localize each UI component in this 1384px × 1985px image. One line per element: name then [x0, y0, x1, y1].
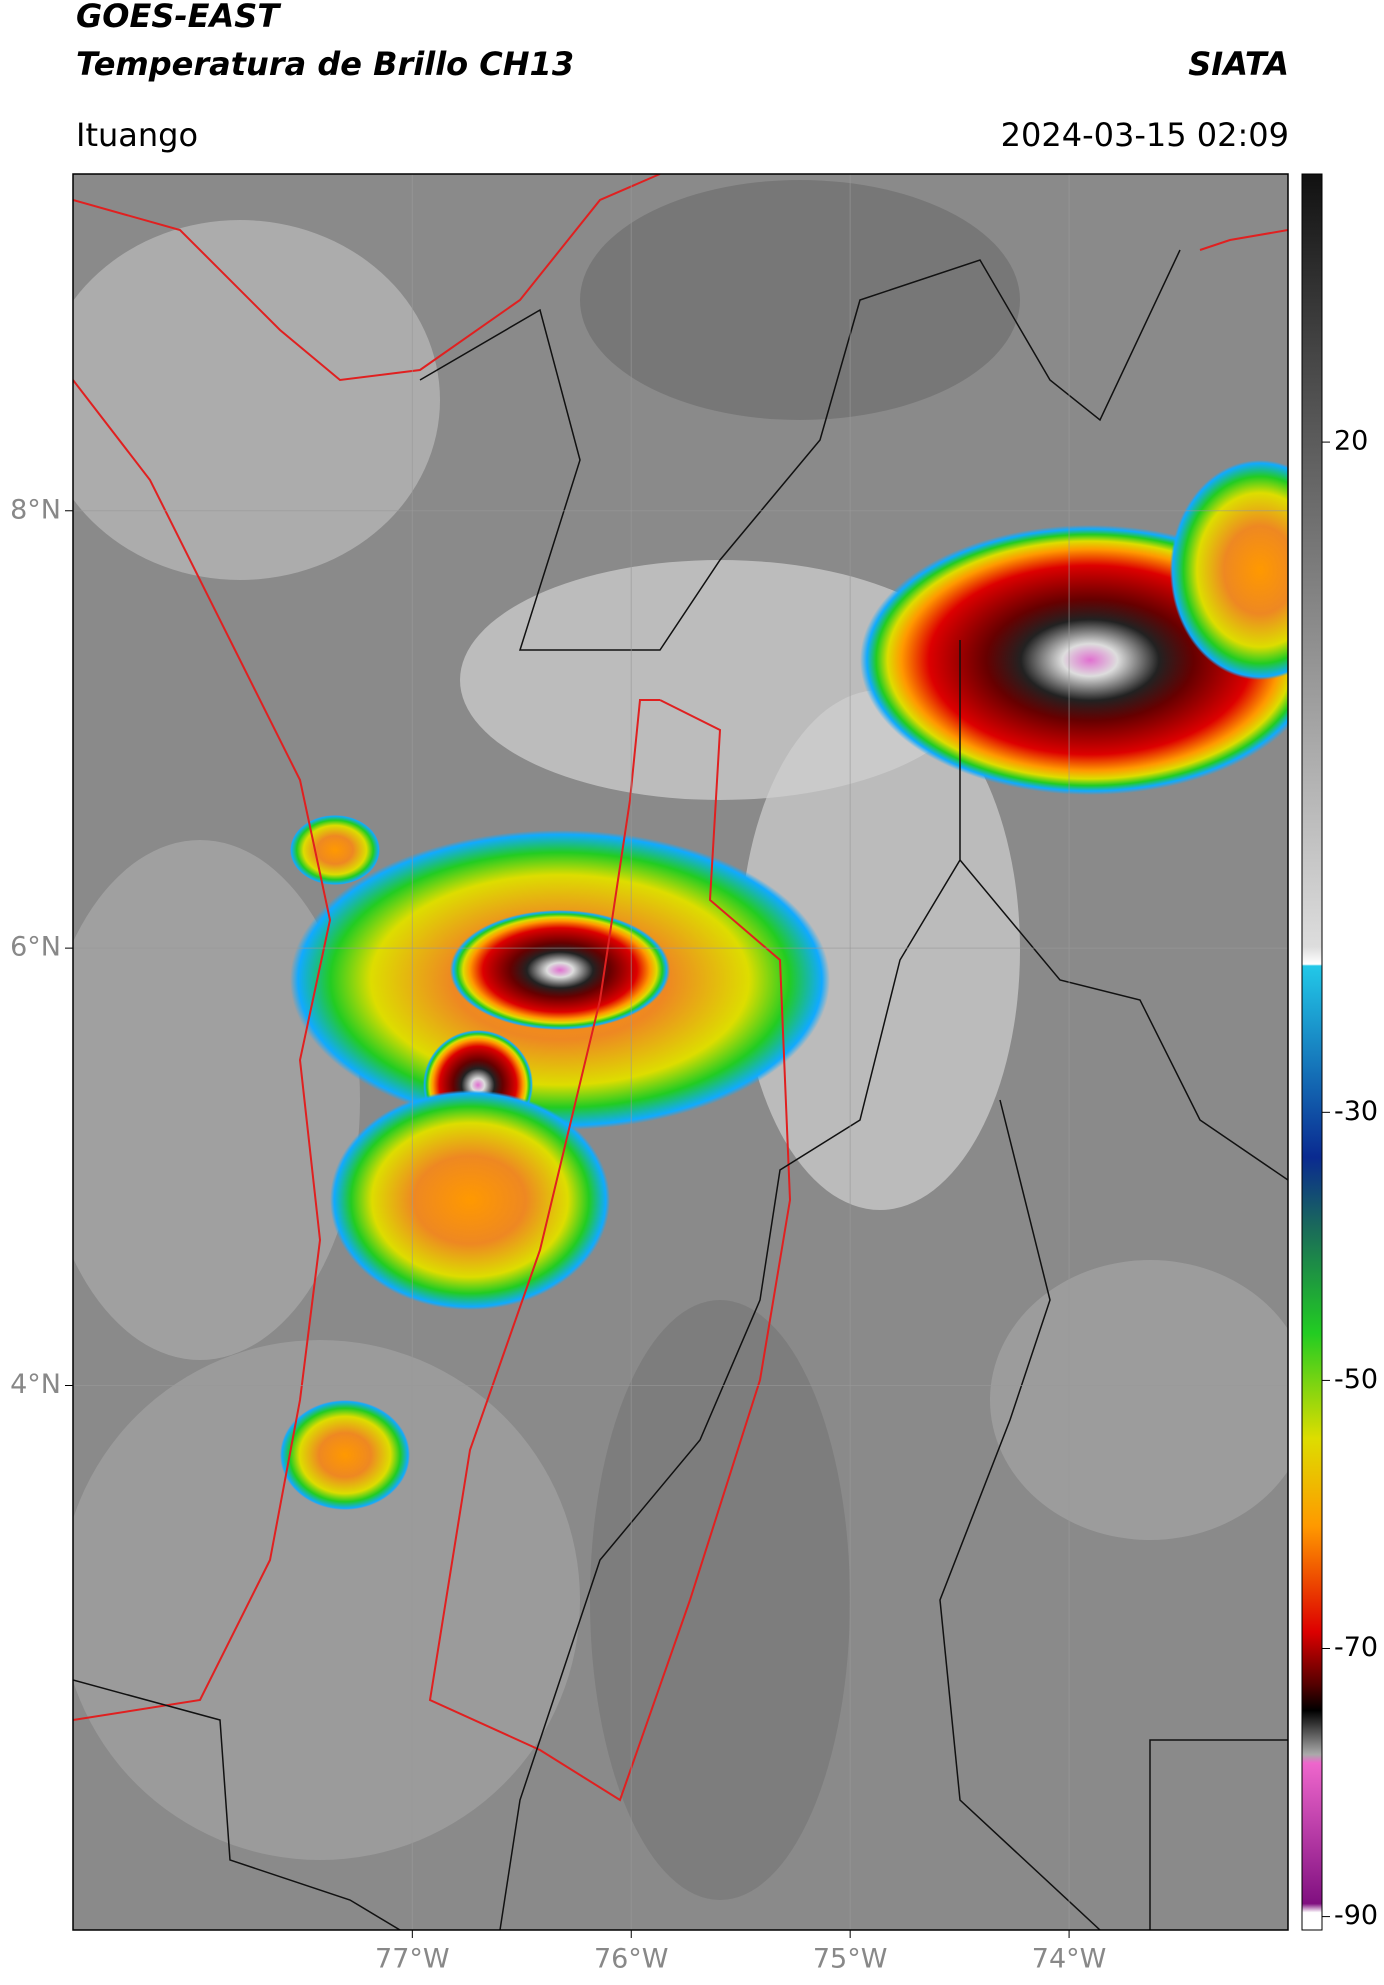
colorbar: [1301, 173, 1323, 1931]
x-tick-label: 77°W: [375, 1944, 450, 1975]
colorbar-label: -50: [1334, 1364, 1378, 1395]
y-tick-label: 8°N: [10, 494, 61, 525]
grid: [73, 174, 1288, 1930]
y-tick-label: 6°N: [10, 932, 61, 963]
x-tick-label: 75°W: [813, 1944, 888, 1975]
x-tick-label: 76°W: [594, 1944, 669, 1975]
subtitle: Temperatura de Brillo CH13: [76, 45, 574, 83]
y-tick-label: 4°N: [10, 1369, 61, 1400]
colorbar-label: -70: [1334, 1632, 1378, 1663]
colorbar-label: 20: [1334, 426, 1368, 457]
source: SIATA: [1188, 45, 1289, 83]
colorbar-label: -30: [1334, 1096, 1378, 1127]
location: Ituango: [76, 116, 198, 154]
colorbar-label: -90: [1334, 1900, 1378, 1931]
satellite-image: [73, 174, 1288, 1930]
map-frame: [72, 173, 1289, 1931]
datetime: 2024-03-15 02:09: [1001, 116, 1289, 154]
x-tick-label: 74°W: [1032, 1944, 1107, 1975]
title: GOES-EAST: [76, 0, 281, 35]
